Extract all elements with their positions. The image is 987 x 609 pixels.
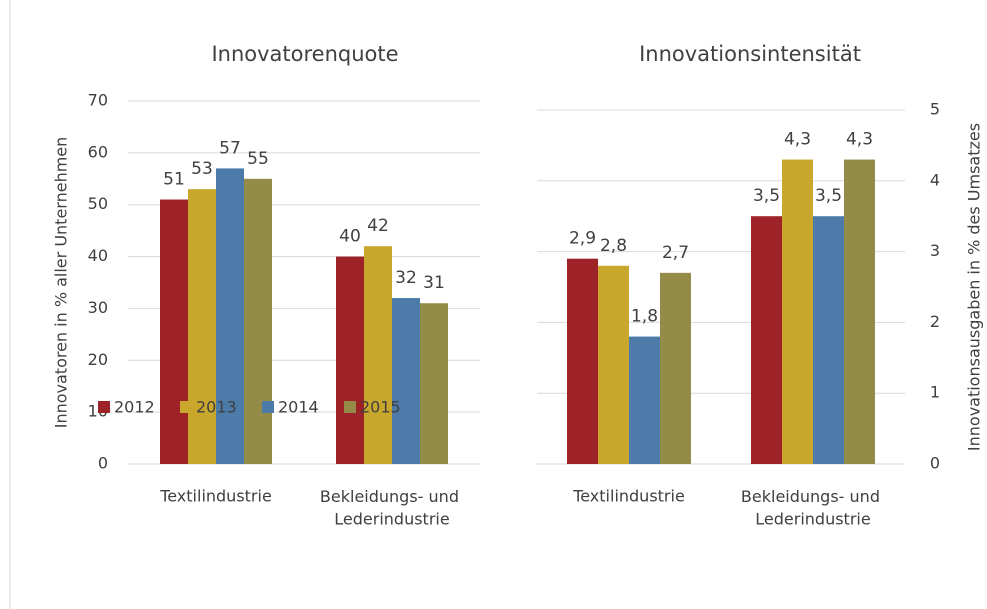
bar: [188, 189, 216, 464]
y-axis-label: Innovatoren in % aller Unternehmen: [52, 137, 71, 429]
y-tick-label: 50: [88, 194, 108, 213]
legend-label: 2014: [278, 398, 319, 417]
bar: [813, 216, 844, 464]
legend-label: 2012: [114, 398, 155, 417]
bar: [420, 303, 448, 464]
bar: [598, 265, 629, 464]
data-label: 3,5: [815, 186, 842, 206]
y-axis-label: Innovationsausgaben in % des Umsatzes: [965, 123, 984, 451]
data-label: 2,9: [569, 229, 596, 249]
legend-swatch: [344, 401, 356, 413]
x-tick-label: Bekleidungs- und Lederindustrie: [741, 487, 885, 528]
data-label: 3,5: [753, 186, 780, 206]
data-label: 55: [247, 149, 269, 169]
y-tick-label: 0: [98, 454, 108, 473]
bar: [782, 159, 813, 464]
y-tick-label: 20: [88, 350, 108, 369]
legend-swatch: [98, 401, 110, 413]
bar: [629, 336, 660, 464]
bar: [336, 256, 364, 464]
legend-swatch: [262, 401, 274, 413]
data-label: 4,3: [784, 130, 811, 150]
bar: [392, 298, 420, 464]
data-label: 2,8: [600, 236, 627, 256]
x-tick-label: Textilindustrie: [159, 487, 272, 506]
y-tick-label: 30: [88, 298, 108, 317]
x-tick-label: Textilindustrie: [572, 487, 685, 506]
data-label: 4,3: [846, 130, 873, 150]
data-label: 57: [219, 138, 241, 158]
bar: [844, 159, 875, 464]
legend-swatch: [180, 401, 192, 413]
data-label: 51: [163, 170, 185, 190]
y-tick-label: 4: [930, 170, 940, 189]
bar: [660, 272, 691, 464]
data-label: 1,8: [631, 307, 658, 327]
data-label: 42: [367, 216, 389, 236]
legend-label: 2015: [360, 398, 401, 417]
data-label: 53: [191, 159, 213, 179]
x-tick-label: Bekleidungs- und Lederindustrie: [320, 487, 464, 528]
data-label: 31: [423, 273, 445, 293]
bar: [216, 168, 244, 464]
y-tick-label: 5: [930, 100, 940, 119]
y-tick-label: 40: [88, 246, 108, 265]
y-tick-label: 2: [930, 312, 940, 331]
y-tick-label: 3: [930, 241, 940, 260]
chart-title: Innovationsintensität: [639, 42, 861, 66]
data-label: 32: [395, 268, 417, 288]
data-label: 40: [339, 227, 361, 247]
y-tick-label: 60: [88, 142, 108, 161]
bar: [244, 178, 272, 465]
bar: [751, 216, 782, 464]
bar: [364, 246, 392, 464]
bar: [567, 258, 598, 464]
y-tick-label: 70: [88, 91, 108, 110]
chart-title: Innovatorenquote: [211, 42, 398, 66]
legend-label: 2013: [196, 398, 237, 417]
bar: [160, 199, 188, 464]
data-label: 2,7: [662, 243, 689, 263]
y-tick-label: 1: [930, 383, 940, 402]
y-tick-label: 0: [930, 454, 940, 473]
